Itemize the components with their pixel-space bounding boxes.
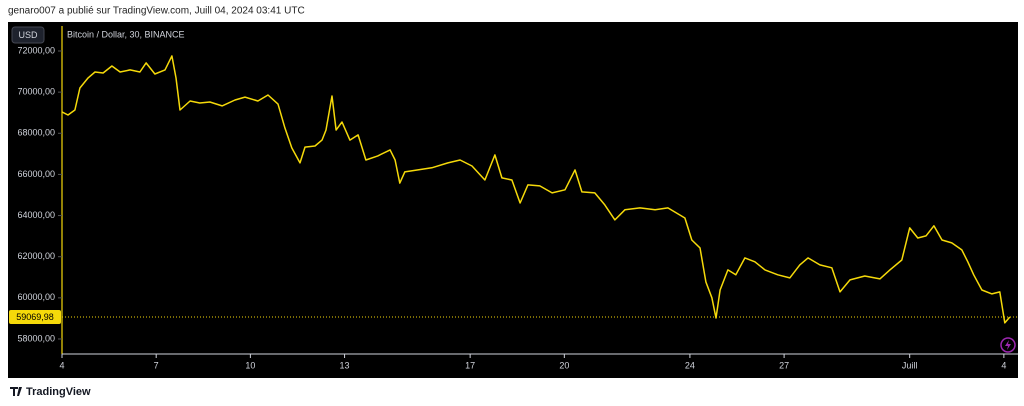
- x-tick-label: 20: [559, 360, 569, 370]
- x-tick-label: 27: [779, 360, 789, 370]
- currency-label: USD: [18, 30, 38, 40]
- x-tick-label: 13: [340, 360, 350, 370]
- price-line: [61, 55, 1011, 324]
- alert-icon-bolt: [1005, 340, 1011, 350]
- y-tick-label: 64000,00: [17, 210, 55, 220]
- x-tick-label: 24: [685, 360, 695, 370]
- alert-icon[interactable]: [1000, 337, 1016, 353]
- chart-background: [8, 22, 1018, 378]
- y-tick-label: 72000,00: [17, 45, 55, 55]
- x-tick-label: 4: [59, 360, 64, 370]
- last-price-box: [9, 309, 61, 324]
- x-tick-label: 4: [1001, 360, 1006, 370]
- y-tick-label: 70000,00: [17, 87, 55, 97]
- chart-title: Bitcoin / Dollar, 30, BINANCE: [67, 29, 185, 39]
- y-tick-label: 62000,00: [17, 251, 55, 261]
- footer-brand: TradingView: [26, 386, 91, 398]
- logo-icon: [10, 387, 22, 396]
- x-tick-label: 7: [154, 360, 159, 370]
- header: genaro007 a publié sur TradingView.com, …: [8, 6, 305, 17]
- y-tick-label: 58000,00: [17, 333, 55, 343]
- y-tick-label: 66000,00: [17, 169, 55, 179]
- x-tick-label: Juill: [902, 360, 918, 370]
- x-tick-label: 10: [245, 360, 255, 370]
- y-tick-label: 60000,00: [17, 292, 55, 302]
- y-tick-label: 68000,00: [17, 128, 55, 138]
- currency-button[interactable]: [11, 26, 45, 44]
- x-tick-label: 17: [465, 360, 475, 370]
- last-price-label: 59069,98: [16, 312, 54, 322]
